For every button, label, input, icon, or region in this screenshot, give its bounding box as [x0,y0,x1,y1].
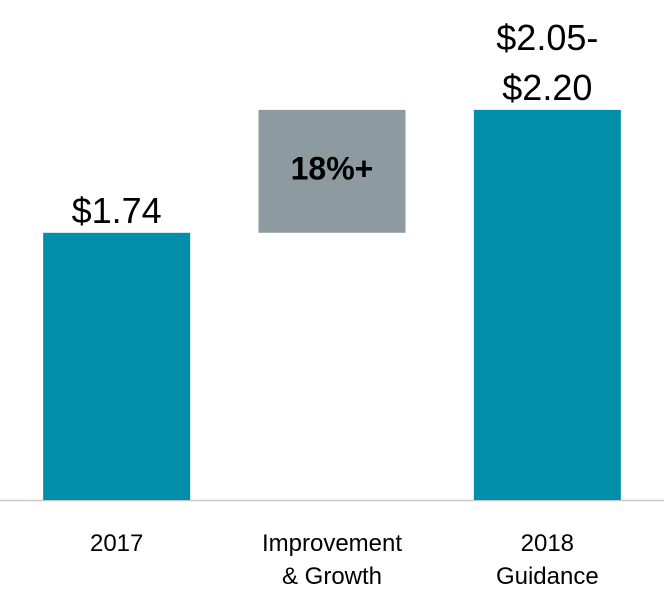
x-tick-label: 2018 Guidance [496,530,599,590]
bar [43,232,191,500]
x-tick-label: Improvement & Growth [262,530,402,590]
annotation: 18%+ [291,151,374,187]
data-label: $2.05-$2.20 [496,17,598,108]
bar [473,109,621,501]
x-tick-label: 2017 [90,530,143,557]
data-label: $1.74 [72,189,162,230]
bridge-box [258,109,406,233]
